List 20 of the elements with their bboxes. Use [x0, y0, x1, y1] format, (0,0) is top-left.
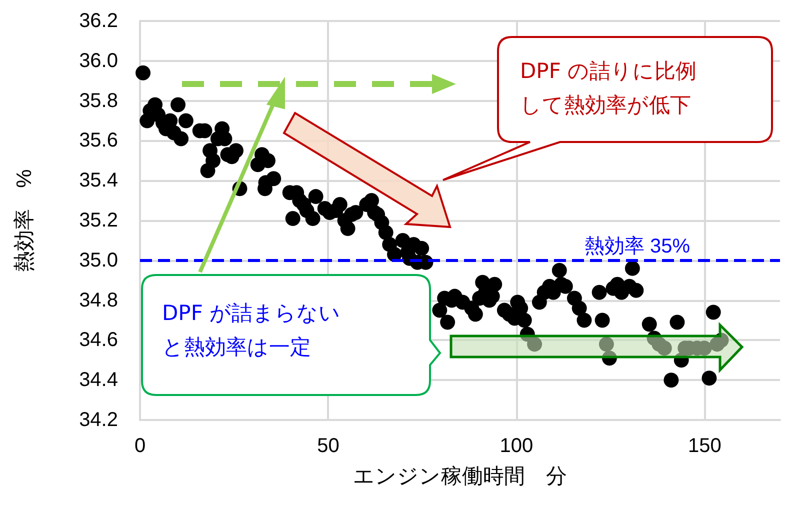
x-axis-title: エンジン稼働時間 分 — [353, 465, 567, 488]
y-tick-label: 35.6 — [79, 130, 118, 152]
annotation: DPF が詰まらないと熱効率は一定 — [162, 300, 342, 361]
y-tick-label: 35.0 — [79, 249, 118, 272]
x-tick-label: 100 — [500, 435, 534, 457]
y-tick-label: 34.6 — [79, 329, 118, 352]
y-tick-label: 34.4 — [79, 369, 118, 392]
y-tick-label: 36.0 — [79, 50, 118, 72]
y-tick-label: 34.8 — [79, 289, 118, 312]
ref-line-label: 熱効率 35% — [584, 235, 690, 258]
annotation: DPF の詰りに比例して熱効率が低下 — [520, 58, 698, 119]
y-tick-label: 34.2 — [79, 409, 118, 431]
y-axis-title: 熱効率 % — [13, 169, 36, 272]
x-tick-label: 150 — [688, 435, 722, 457]
y-tick-label: 36.2 — [79, 10, 118, 32]
y-tick-label: 35.4 — [79, 170, 118, 192]
y-tick-label: 35.2 — [79, 210, 118, 232]
x-tick-label: 0 — [134, 435, 146, 457]
y-tick-label: 35.8 — [79, 90, 118, 112]
x-tick-label: 50 — [317, 435, 340, 457]
